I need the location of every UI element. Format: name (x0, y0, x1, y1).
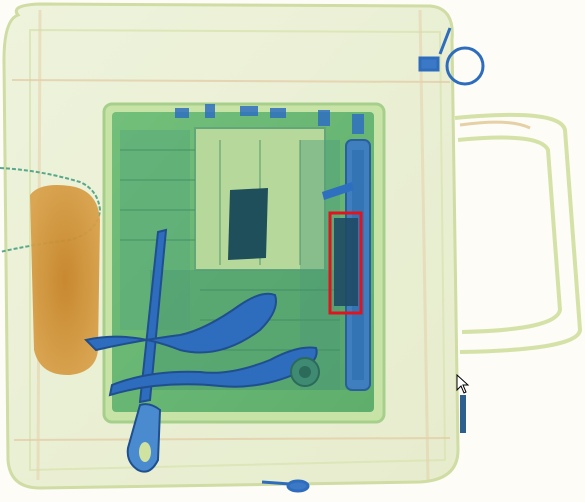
detected-object (334, 218, 358, 306)
bag-handles (454, 112, 583, 354)
metal-tool (84, 228, 318, 473)
detection-box (328, 211, 363, 315)
round-component (290, 357, 320, 387)
laptop (102, 102, 386, 424)
zipper-pull-top (418, 27, 485, 86)
zipper-pull-bottom (261, 479, 310, 493)
side-strap (460, 395, 466, 433)
organic-item (30, 185, 100, 376)
